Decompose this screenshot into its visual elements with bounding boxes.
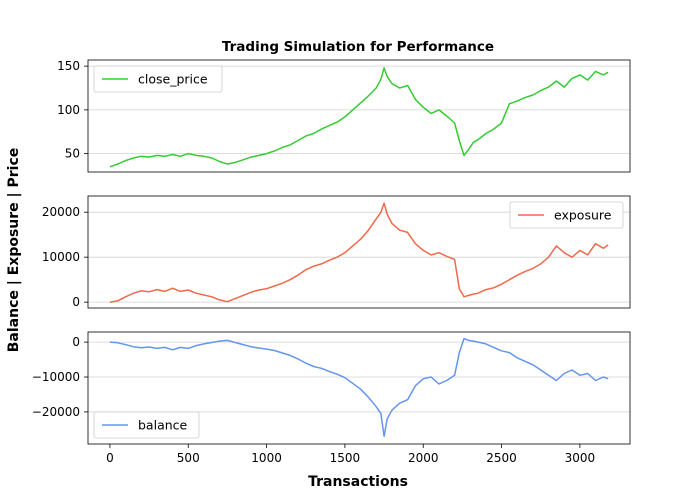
y-tick-label: 20000 <box>42 205 80 219</box>
x-tick-label: 2000 <box>408 451 439 465</box>
y-tick-label: 0 <box>72 295 80 309</box>
x-tick-label: 2500 <box>486 451 517 465</box>
axes-frame <box>87 195 631 309</box>
y-tick-label: −10000 <box>32 370 80 384</box>
chart-title: Trading Simulation for Performance <box>222 39 494 55</box>
x-tick-label: 0 <box>106 451 114 465</box>
series-line-close_price <box>109 67 609 168</box>
legend: exposure <box>509 201 624 229</box>
series-line-balance <box>109 337 609 438</box>
panel-2: 0 10000 20000 exposure <box>42 195 631 309</box>
y-tick-label: 100 <box>57 103 80 117</box>
axes-frame <box>87 331 631 445</box>
legend-entry: close_price <box>138 72 208 87</box>
y-tick-label: −20000 <box>32 405 80 419</box>
x-tick-label: 500 <box>177 451 200 465</box>
x-tick-label: 1500 <box>330 451 361 465</box>
legend-box <box>93 65 223 93</box>
legend-box <box>93 411 200 439</box>
axes-frame <box>87 59 631 173</box>
x-tick-label: 3000 <box>565 451 596 465</box>
panel-1: 50 100 150 close_price <box>57 59 631 173</box>
legend-entry: balance <box>138 418 188 433</box>
panel-3: −20000 −10000 0 balance <box>32 331 631 445</box>
y-tick-label: 50 <box>65 147 80 161</box>
x-axis: 0 500 1000 1500 2000 2500 3000 <box>106 444 595 465</box>
legend-box <box>509 201 624 229</box>
series-line-exposure <box>109 202 609 303</box>
legend-entry: exposure <box>554 208 612 223</box>
y-tick-label: 0 <box>72 335 80 349</box>
x-tick-label: 1000 <box>251 451 282 465</box>
y-tick-label: 10000 <box>42 250 80 264</box>
legend: balance <box>93 411 200 439</box>
legend: close_price <box>93 65 223 93</box>
y-axis-label: Balance | Exposure | Price <box>6 148 22 353</box>
y-tick-label: 150 <box>57 59 80 73</box>
x-axis-label: Transactions <box>308 474 408 490</box>
